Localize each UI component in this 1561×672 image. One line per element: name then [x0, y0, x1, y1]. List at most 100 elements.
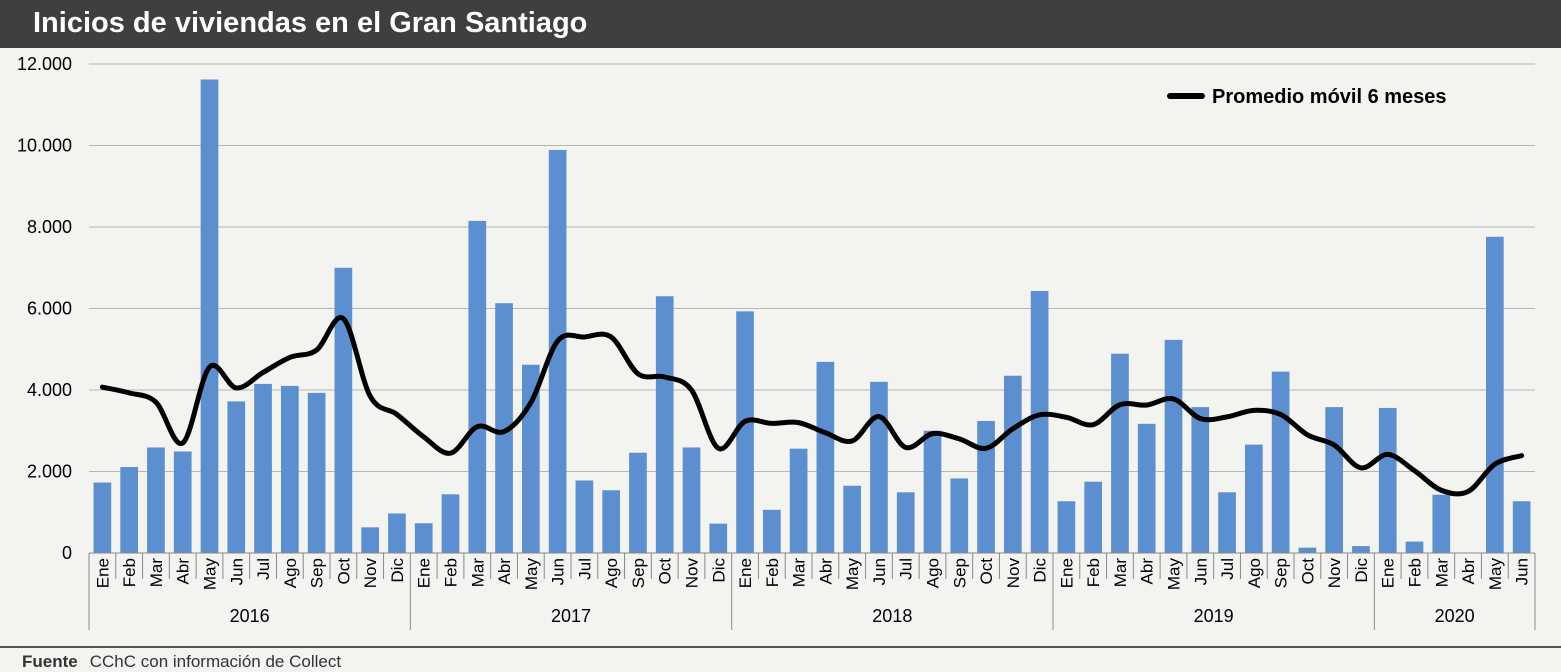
month-label: Nov	[361, 558, 380, 589]
month-label: Jul	[254, 558, 273, 580]
bar	[414, 523, 433, 553]
bar	[736, 311, 754, 553]
month-label: Nov	[1004, 558, 1023, 589]
bar	[629, 452, 647, 553]
y-tick-label: 0	[62, 543, 72, 563]
bar	[548, 149, 567, 554]
month-label: Oct	[656, 558, 675, 585]
y-tick-label: 2.000	[27, 462, 72, 482]
bar	[307, 392, 326, 553]
bar	[1030, 290, 1049, 553]
month-label: Abr	[174, 558, 193, 585]
bar	[441, 494, 460, 553]
month-label: Jun	[227, 558, 246, 585]
month-label: Mar	[1111, 558, 1130, 588]
legend-label: Promedio móvil 6 meses	[1212, 86, 1447, 108]
bar	[1057, 501, 1076, 553]
bar	[1218, 492, 1236, 553]
month-label: Ago	[281, 558, 300, 588]
year-label: 2017	[551, 606, 591, 626]
month-label: Jul	[575, 558, 594, 580]
bar	[1271, 371, 1290, 553]
bar	[1191, 407, 1210, 553]
month-label: Oct	[334, 558, 353, 585]
month-label: May	[201, 558, 220, 591]
y-tick-label: 12.000	[17, 54, 72, 74]
bar	[1003, 375, 1022, 553]
bar	[468, 220, 487, 553]
source-label: Fuente	[22, 652, 78, 671]
month-label: Abr	[1459, 558, 1478, 585]
bar	[280, 385, 299, 553]
y-tick-label: 6.000	[27, 299, 72, 319]
bar	[173, 451, 192, 553]
bar	[682, 447, 701, 553]
month-label: Dic	[1031, 558, 1050, 583]
source-note: Fuente CChC con información de Collect	[22, 652, 341, 672]
bar	[655, 296, 674, 553]
bar	[896, 492, 915, 553]
month-label: Dic	[388, 558, 407, 583]
bar	[843, 485, 862, 553]
bar	[1164, 339, 1183, 553]
bar	[334, 267, 353, 553]
bar	[762, 509, 781, 553]
month-label: Abr	[816, 558, 835, 585]
month-label: Nov	[683, 558, 702, 589]
month-label: Ago	[1245, 558, 1264, 588]
bar	[1485, 236, 1504, 553]
bar	[200, 79, 219, 554]
chart-title: Inicios de viviendas en el Gran Santiago	[33, 7, 588, 39]
month-label: May	[1165, 558, 1184, 591]
month-label: Oct	[1298, 558, 1317, 585]
month-label: Mar	[1432, 558, 1451, 588]
month-label: Abr	[495, 558, 514, 585]
bar	[575, 480, 594, 553]
month-label: Ago	[924, 558, 943, 588]
source-text: CChC con información de Collect	[89, 652, 342, 671]
month-label: Jun	[1513, 558, 1532, 585]
month-label: May	[843, 558, 862, 591]
bar	[1378, 407, 1397, 553]
month-label: Sep	[1272, 558, 1291, 588]
month-label: Feb	[442, 558, 461, 587]
year-label: 2019	[1194, 606, 1234, 626]
bar	[361, 527, 380, 553]
month-label: Jun	[1191, 558, 1210, 585]
month-label: Abr	[1138, 558, 1157, 585]
bar	[1352, 546, 1370, 553]
y-tick-label: 4.000	[27, 380, 72, 400]
month-label: Ene	[1379, 558, 1398, 588]
bar	[1084, 481, 1103, 553]
bar	[495, 303, 513, 553]
year-label: 2016	[230, 606, 270, 626]
month-label: Ene	[736, 558, 755, 588]
bar	[1432, 494, 1451, 553]
month-label: May	[522, 558, 541, 591]
year-label: 2020	[1435, 606, 1475, 626]
chart-header: Inicios de viviendas en el Gran Santiago	[0, 0, 1561, 48]
footer-divider	[0, 646, 1561, 648]
bar	[147, 447, 165, 553]
bar	[977, 420, 995, 553]
bar	[388, 513, 406, 553]
month-label: Feb	[1406, 558, 1425, 587]
chart-area: 0 2.000 4.000 6.000 8.000 10.000 12.000 Ene Feb M…	[0, 48, 1561, 646]
month-label: Ene	[415, 558, 434, 588]
bar	[1325, 407, 1344, 553]
month-label: Nov	[1325, 558, 1344, 589]
month-label: Jul	[897, 558, 916, 580]
bar	[254, 383, 272, 553]
bar	[93, 482, 112, 553]
year-label: 2018	[872, 606, 912, 626]
month-label: Sep	[950, 558, 969, 588]
month-label: Sep	[629, 558, 648, 588]
bar	[227, 401, 246, 553]
month-label: Jun	[549, 558, 568, 585]
chart-svg: 0 2.000 4.000 6.000 8.000 10.000 12.000 Ene Feb M…	[17, 54, 1536, 630]
bar	[602, 490, 621, 553]
bar	[1244, 444, 1263, 553]
month-label: Jun	[870, 558, 889, 585]
bar	[1512, 501, 1531, 553]
bar	[950, 478, 969, 553]
